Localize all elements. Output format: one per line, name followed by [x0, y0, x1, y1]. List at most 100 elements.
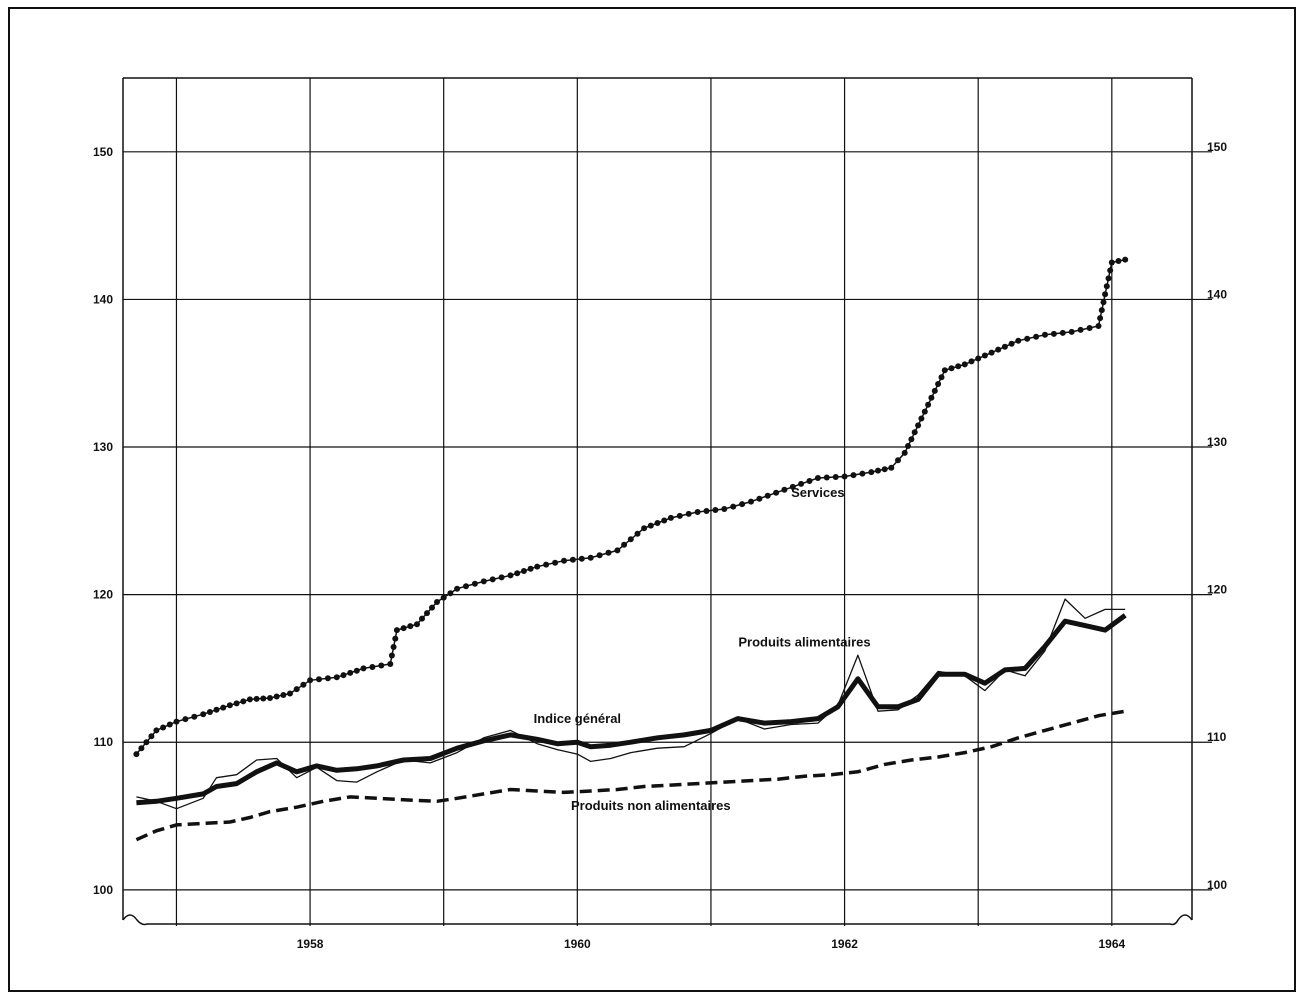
chart-grid	[122, 77, 1212, 926]
series-point	[748, 498, 754, 505]
series-point	[654, 520, 661, 526]
series-point	[527, 565, 534, 572]
series-point	[938, 374, 945, 381]
series-point	[596, 552, 603, 559]
series-point	[447, 590, 454, 597]
series-thick	[136, 613, 1127, 806]
series-point	[463, 583, 469, 590]
series-point	[888, 464, 895, 471]
series-point	[1015, 337, 1022, 344]
series-point	[206, 709, 213, 715]
series-point	[226, 702, 233, 709]
series-point	[641, 525, 648, 532]
x-tick-label: 1958	[297, 937, 324, 951]
series-point	[347, 669, 354, 676]
series-point	[1059, 329, 1066, 336]
series-point	[1108, 259, 1115, 266]
series-point	[552, 559, 559, 566]
series-point	[1077, 326, 1084, 333]
series-point	[859, 470, 866, 477]
series-point	[931, 387, 938, 394]
axis-break-line	[122, 914, 1193, 926]
series-point	[694, 509, 701, 515]
y-tick-label-right: 120	[1207, 583, 1227, 597]
x-tick-label: 1962	[831, 937, 858, 951]
series-point	[661, 517, 668, 524]
series-point	[875, 467, 881, 474]
series-point	[543, 561, 550, 568]
series-point	[138, 745, 145, 752]
series-point	[921, 408, 928, 415]
series-point	[975, 355, 982, 362]
series-point	[968, 358, 975, 365]
series-point	[507, 572, 514, 579]
y-tick-label-left: 100	[93, 883, 113, 897]
series-point	[1033, 333, 1040, 340]
series-point	[806, 478, 813, 484]
series-point	[133, 751, 140, 758]
y-axis-left: 100 110 120 130 140 150	[93, 145, 113, 897]
y-tick-label-right: 130	[1207, 435, 1227, 449]
series-point	[667, 514, 674, 521]
series-point	[534, 563, 541, 570]
series-point	[561, 557, 567, 564]
x-tick-label: 1960	[564, 937, 591, 951]
series-point	[390, 644, 397, 650]
series-point	[393, 627, 400, 634]
y-tick-label-left: 150	[93, 145, 113, 159]
series-point	[1042, 331, 1048, 338]
series-point	[407, 623, 414, 630]
series-point	[918, 415, 925, 422]
series-point	[789, 483, 796, 490]
series-annotations: Services Produits alimentaires Indice géné…	[534, 485, 871, 813]
series-point	[213, 706, 220, 713]
series-point	[1098, 307, 1105, 314]
series-point	[280, 692, 287, 698]
series-point	[905, 443, 911, 449]
y-tick-label-right: 110	[1207, 730, 1227, 744]
series-layer	[133, 256, 1129, 842]
series-point	[419, 615, 425, 622]
series-point	[1068, 328, 1075, 335]
series-point	[647, 522, 654, 529]
series-point	[353, 667, 360, 674]
series-point	[1107, 267, 1114, 274]
series-point	[480, 578, 487, 585]
series-point	[948, 365, 955, 372]
series-point	[730, 503, 737, 510]
series-point	[369, 664, 376, 670]
series-point	[392, 635, 399, 642]
y-tick-label-right: 140	[1207, 287, 1227, 301]
series-point	[166, 721, 173, 728]
series-point	[995, 346, 1002, 353]
series-point	[988, 349, 995, 356]
series-point	[400, 625, 407, 632]
series-point	[868, 469, 875, 476]
series-point	[781, 486, 788, 493]
series-point	[823, 474, 830, 481]
chart-frame	[8, 7, 1296, 992]
series-point	[440, 594, 447, 601]
x-tick-label: 1964	[1098, 937, 1125, 951]
series-point	[955, 363, 962, 370]
series-point	[307, 677, 314, 684]
series-point	[414, 621, 420, 628]
series-point	[324, 675, 331, 682]
series-point	[273, 693, 280, 700]
series-point	[901, 449, 908, 456]
series-point	[621, 541, 628, 548]
series-point	[1100, 299, 1107, 306]
series-point	[634, 530, 641, 537]
series-point	[454, 585, 461, 592]
series-point	[703, 508, 710, 514]
series-point	[712, 507, 719, 513]
series-point	[832, 474, 839, 480]
series-point	[434, 599, 440, 605]
y-tick-label-left: 140	[93, 292, 113, 306]
series-point	[739, 501, 746, 508]
series-label: Produits non alimentaires	[571, 798, 731, 813]
series-point	[1103, 283, 1110, 290]
series-point	[928, 394, 935, 401]
series-label: Services	[791, 485, 845, 500]
series-point	[287, 690, 293, 697]
